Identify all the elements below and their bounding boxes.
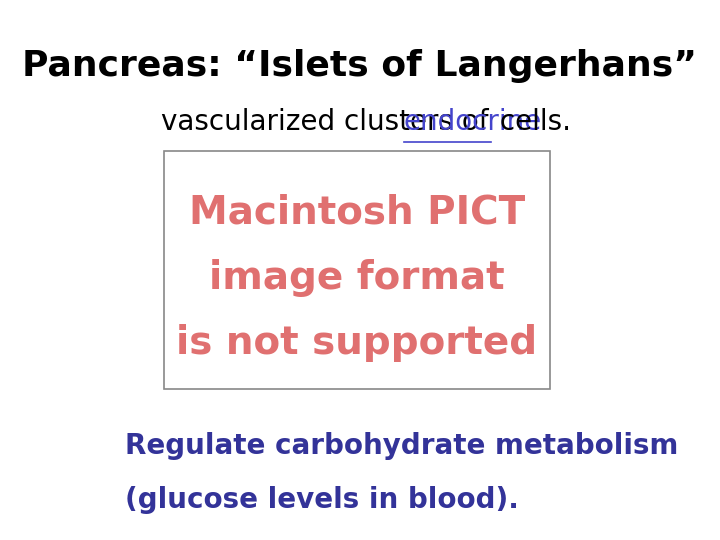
Text: (glucose levels in blood).: (glucose levels in blood).	[125, 486, 518, 514]
Text: cells.: cells.	[491, 108, 571, 136]
Text: vascularized clusters of: vascularized clusters of	[161, 108, 498, 136]
Text: Regulate carbohydrate metabolism: Regulate carbohydrate metabolism	[125, 432, 678, 460]
Text: Macintosh PICT: Macintosh PICT	[189, 194, 525, 232]
Text: image format: image format	[210, 259, 505, 297]
Text: endocrine: endocrine	[404, 108, 542, 136]
Text: is not supported: is not supported	[176, 323, 538, 362]
Text: Pancreas: “Islets of Langerhans”: Pancreas: “Islets of Langerhans”	[22, 49, 698, 83]
FancyBboxPatch shape	[164, 151, 550, 389]
